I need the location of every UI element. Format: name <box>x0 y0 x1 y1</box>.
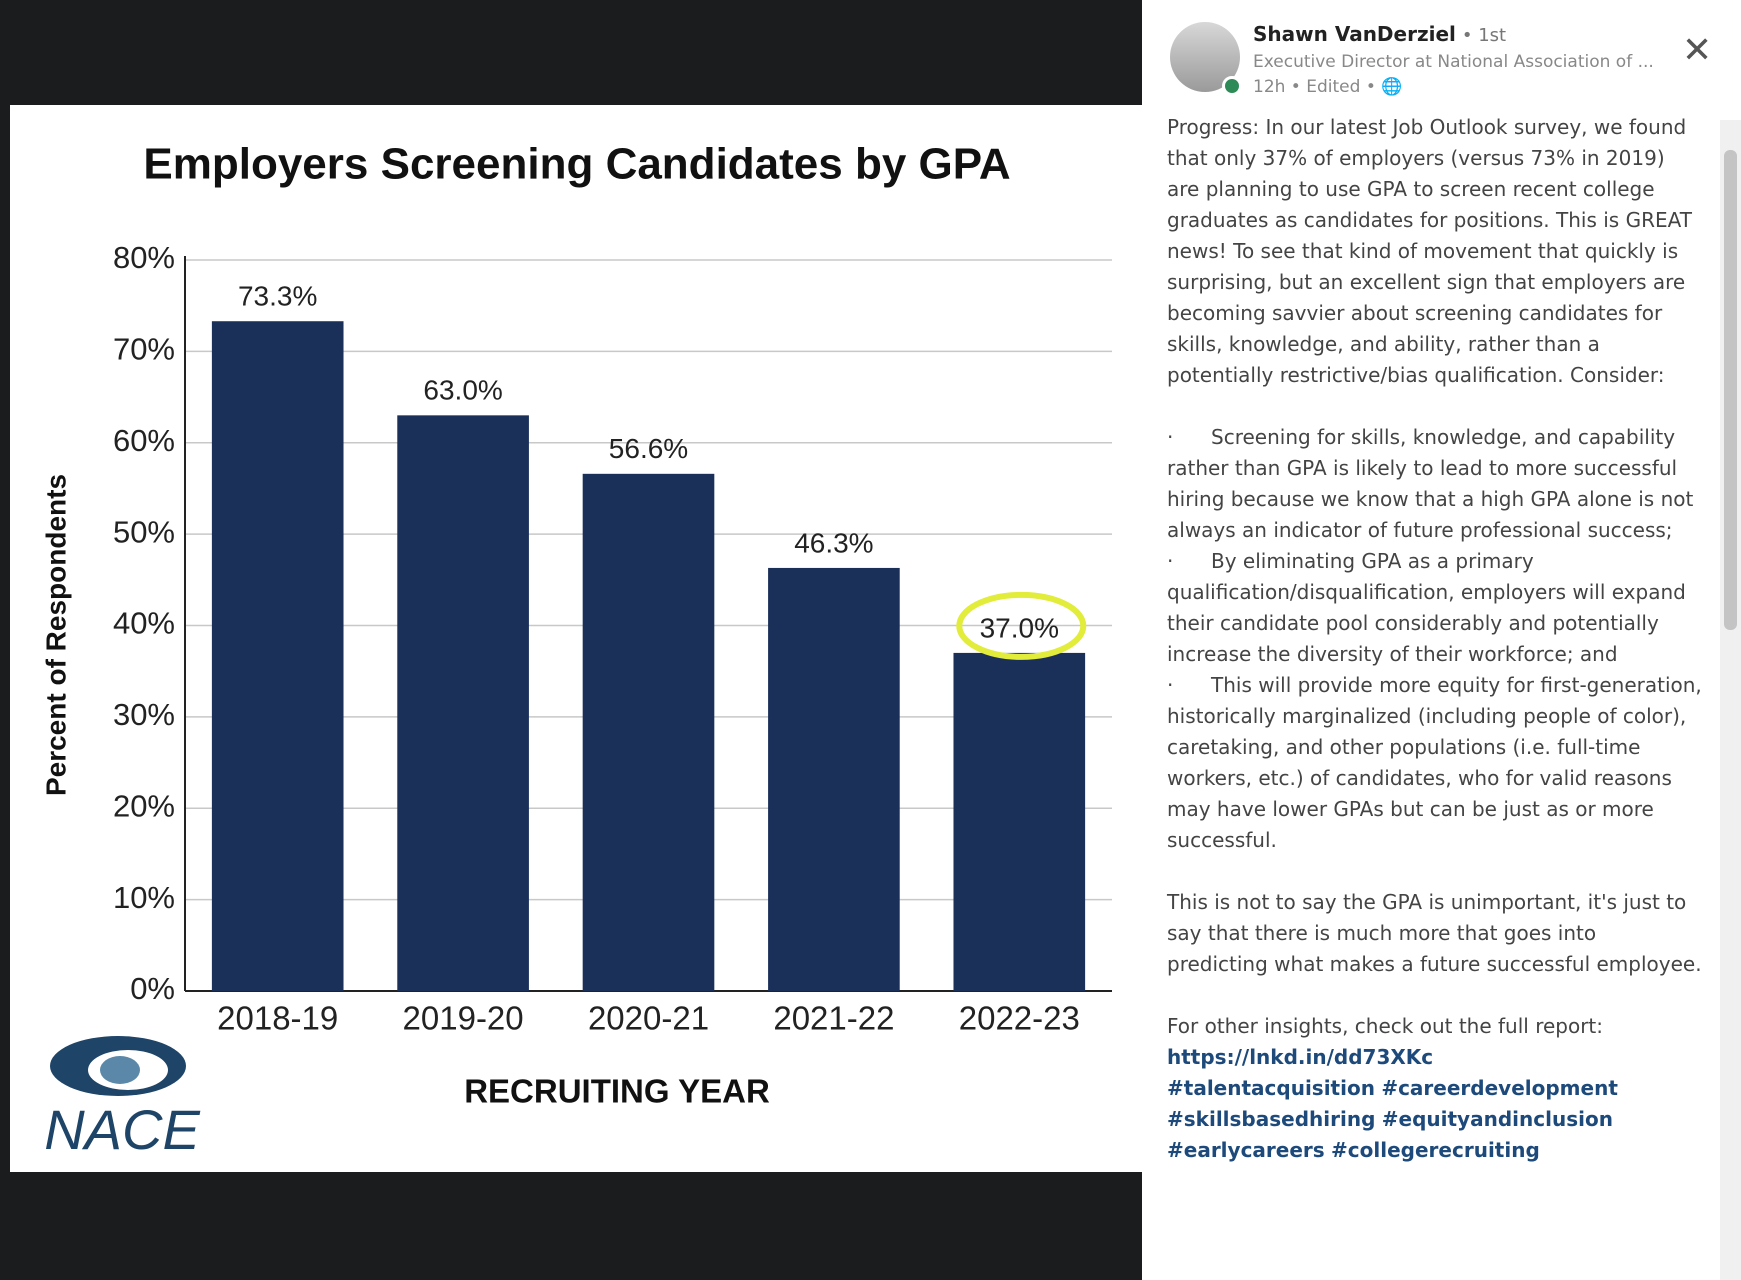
bullet-text: By eliminating GPA as a primary qualific… <box>1167 549 1686 666</box>
value-label: 46.3% <box>794 527 873 558</box>
bullet: · This will provide more equity for first… <box>1167 670 1702 856</box>
x-tick-label: 2018-19 <box>217 1000 338 1037</box>
chart-card <box>10 105 1142 1172</box>
author-line: Shawn VanDerziel • 1st <box>1253 22 1506 46</box>
bullet-dot: · <box>1167 673 1174 697</box>
chart-title: Employers Screening Candidates by GPA <box>143 140 1010 189</box>
hashtag[interactable]: #earlycareers <box>1167 1138 1325 1162</box>
x-tick-label: 2019-20 <box>403 1000 524 1037</box>
post-time: 12h • Edited • <box>1253 77 1376 97</box>
y-tick-label: 20% <box>113 788 175 823</box>
logo-pupil <box>100 1056 140 1084</box>
highlight-circle <box>956 591 1087 660</box>
post-intro: Progress: In our latest Job Outlook surv… <box>1167 115 1692 387</box>
hashtag[interactable]: #talentacquisition <box>1167 1076 1375 1100</box>
hashtag[interactable]: #collegerecruiting <box>1331 1138 1540 1162</box>
value-label: 73.3% <box>238 281 317 312</box>
y-tick-label: 80% <box>113 240 175 275</box>
y-tick-label: 30% <box>113 697 175 732</box>
post-body: Progress: In our latest Job Outlook surv… <box>1167 112 1702 1166</box>
bullet: · Screening for skills, knowledge, and ca… <box>1167 422 1702 546</box>
y-tick-label: 60% <box>113 423 175 458</box>
bullet-text: Screening for skills, knowledge, and cap… <box>1167 425 1694 542</box>
post-meta: 12h • Edited • 🌐 <box>1253 77 1402 97</box>
y-tick-label: 40% <box>113 606 175 641</box>
value-label: 63.0% <box>423 375 502 406</box>
close-button[interactable]: ✕ <box>1682 30 1713 71</box>
value-label: 37.0% <box>980 612 1059 643</box>
chart: Employers Screening Candidates by GPA Pe… <box>0 0 1142 1172</box>
bar <box>953 652 1086 991</box>
logo: NACE <box>44 1036 200 1161</box>
hashtag[interactable]: #equityandinclusion <box>1381 1107 1613 1131</box>
x-tick-label: 2021-22 <box>773 1000 894 1037</box>
post-closing: This is not to say the GPA is unimportan… <box>1167 890 1702 976</box>
scroll-thumb[interactable] <box>1724 150 1737 630</box>
bullet-text: This will provide more equity for first-… <box>1167 673 1702 852</box>
hashtag[interactable]: #careerdevelopment <box>1381 1076 1618 1100</box>
scrollbar[interactable] <box>1720 120 1741 1280</box>
y-axis-label: Percent of Respondents <box>40 474 71 796</box>
bullet-list: · Screening for skills, knowledge, and ca… <box>1167 422 1702 856</box>
value-label: 56.6% <box>609 433 688 464</box>
link-intro: For other insights, check out the full r… <box>1167 1014 1604 1038</box>
bullet-dot: · <box>1167 425 1174 449</box>
top-strip <box>0 0 1142 105</box>
bullet-dot: · <box>1167 549 1174 573</box>
author-headline: Executive Director at National Associati… <box>1253 52 1654 72</box>
y-tick-label: 10% <box>113 880 175 915</box>
hashtags: #talentacquisition #careerdevelopment #s… <box>1167 1073 1702 1166</box>
post-panel: Shawn VanDerziel • 1st Executive Director… <box>1142 0 1741 1280</box>
y-tick-label: 70% <box>113 332 175 367</box>
report-link[interactable]: https://lnkd.in/dd73XKc <box>1167 1045 1434 1069</box>
globe-icon: 🌐 <box>1381 77 1403 97</box>
x-tick-label: 2022-23 <box>959 1000 1080 1037</box>
y-tick-label: 50% <box>113 514 175 549</box>
bar <box>211 321 344 991</box>
bar <box>768 567 900 991</box>
bar <box>397 415 529 991</box>
bar <box>582 473 715 991</box>
author-name[interactable]: Shawn VanDerziel <box>1253 22 1456 46</box>
bullet: · By eliminating GPA as a primary qualifi… <box>1167 546 1702 670</box>
status-dot <box>1222 76 1242 96</box>
connection-degree: • 1st <box>1461 25 1507 46</box>
hashtag[interactable]: #skillsbasedhiring <box>1167 1107 1376 1131</box>
logo-text: NACE <box>44 1098 200 1161</box>
x-tick-label: 2020-21 <box>588 1000 709 1037</box>
y-tick-label: 0% <box>130 971 175 1006</box>
x-axis-label: RECRUITING YEAR <box>464 1073 770 1110</box>
